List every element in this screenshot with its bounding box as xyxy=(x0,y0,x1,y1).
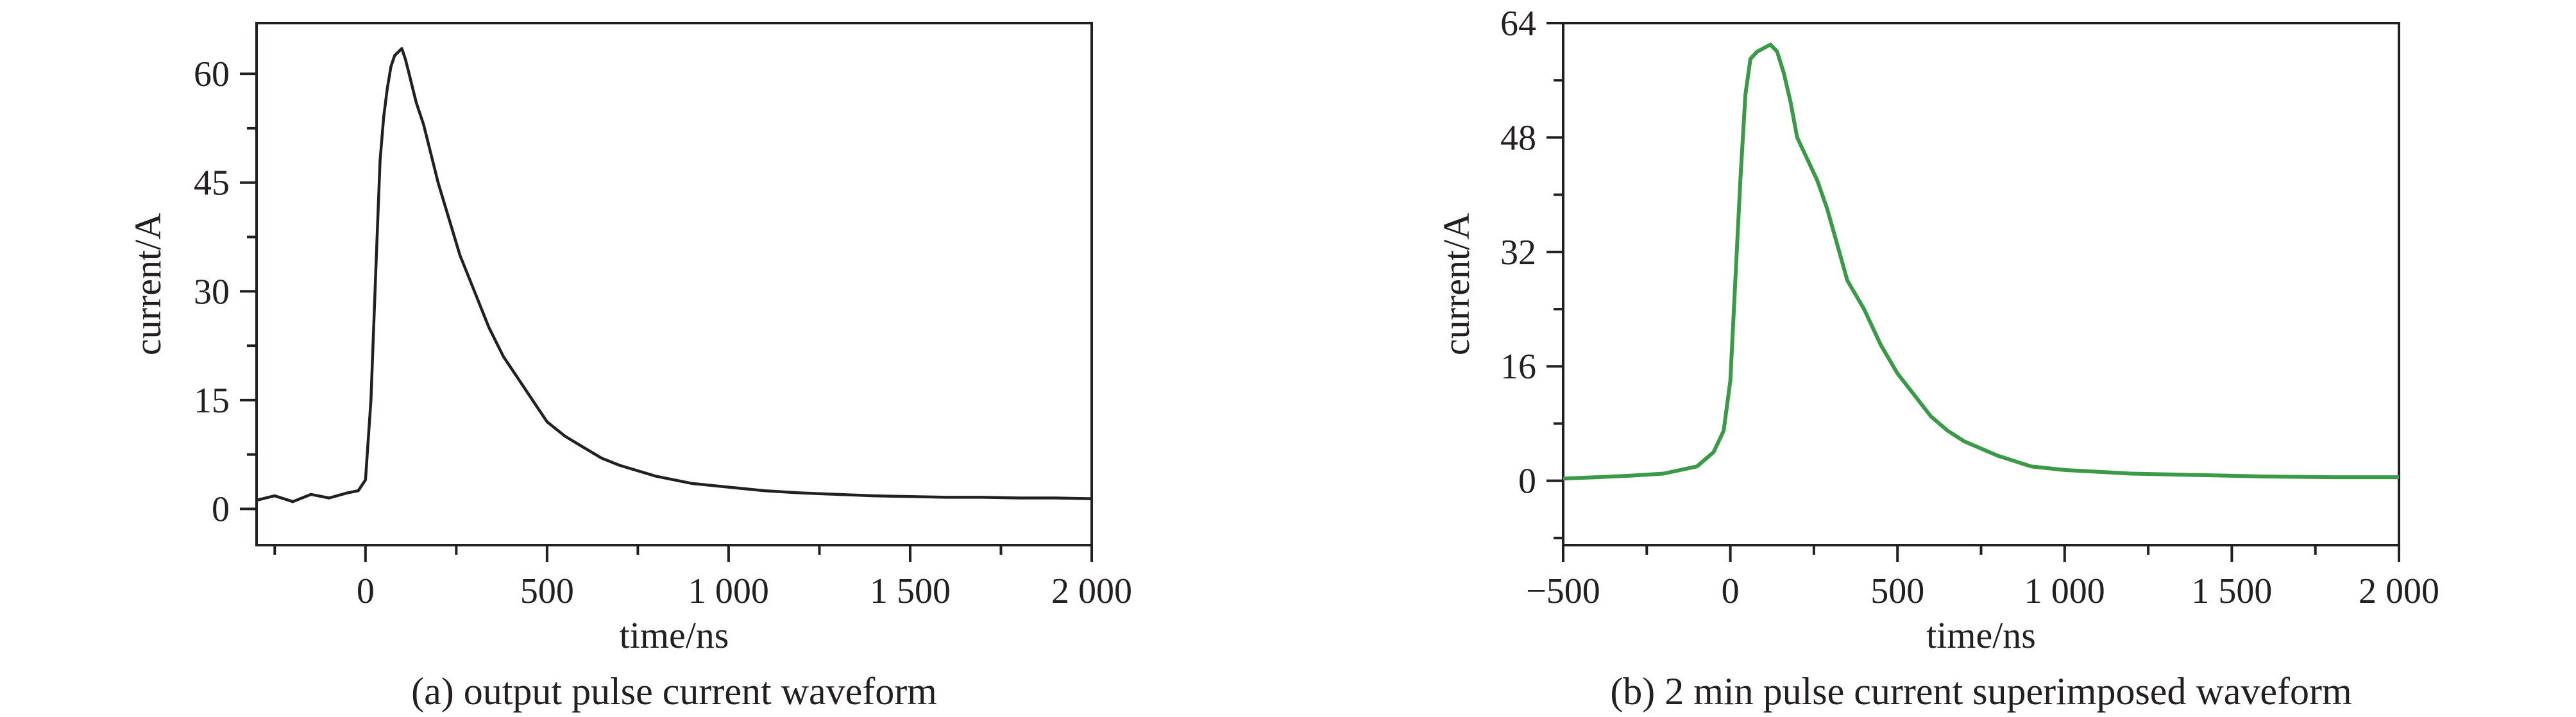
x-tick-label: 500 xyxy=(1870,571,1924,611)
x-tick-label: 1 000 xyxy=(2024,571,2105,611)
x-tick-label: 0 xyxy=(357,571,375,611)
y-tick-label: 64 xyxy=(1500,4,1536,44)
chart-caption: (a) output pulse current waveform xyxy=(411,670,937,713)
x-tick-label: 2 000 xyxy=(1051,571,1132,611)
x-tick-label: −500 xyxy=(1526,571,1600,611)
x-tick-label: 1 500 xyxy=(870,571,951,611)
x-tick-label: 1 000 xyxy=(688,571,769,611)
x-tick-label: 1 500 xyxy=(2191,571,2272,611)
series-line-0 xyxy=(256,47,1092,503)
y-tick-label: 30 xyxy=(194,272,230,312)
y-tick-label: 60 xyxy=(194,55,230,94)
chart-superimposed-waveform: −500 0 500 1 000 1 500 2 000 0 16 32 48 64 time/ns c… xyxy=(1436,4,2439,713)
y-axis-label: current/A xyxy=(127,213,169,355)
x-axis-label: time/ns xyxy=(620,614,729,656)
y-axis-label: current/A xyxy=(1436,213,1477,355)
chart-output-pulse-current: 0 500 1 000 1 500 2 000 0 15 30 45 60 time/ns curre… xyxy=(127,22,1132,713)
y-tick-label: 45 xyxy=(194,164,230,203)
y-tick-label: 32 xyxy=(1500,233,1536,273)
plot-frame xyxy=(255,22,1093,546)
y-tick-label: 48 xyxy=(1500,118,1536,158)
y-tick-label: 0 xyxy=(212,489,230,529)
y-tick-label: 16 xyxy=(1500,347,1536,387)
y-tick-label: 0 xyxy=(1518,462,1536,502)
chart-caption: (b) 2 min pulse current superimposed wav… xyxy=(1610,670,2351,713)
x-tick-label: 2 000 xyxy=(2359,571,2439,611)
y-tick-label: 15 xyxy=(194,381,230,421)
x-tick-label: 500 xyxy=(520,571,574,611)
x-axis-label: time/ns xyxy=(1926,614,2036,656)
series-line-0 xyxy=(1563,42,2399,481)
x-tick-label: 0 xyxy=(1722,571,1740,611)
